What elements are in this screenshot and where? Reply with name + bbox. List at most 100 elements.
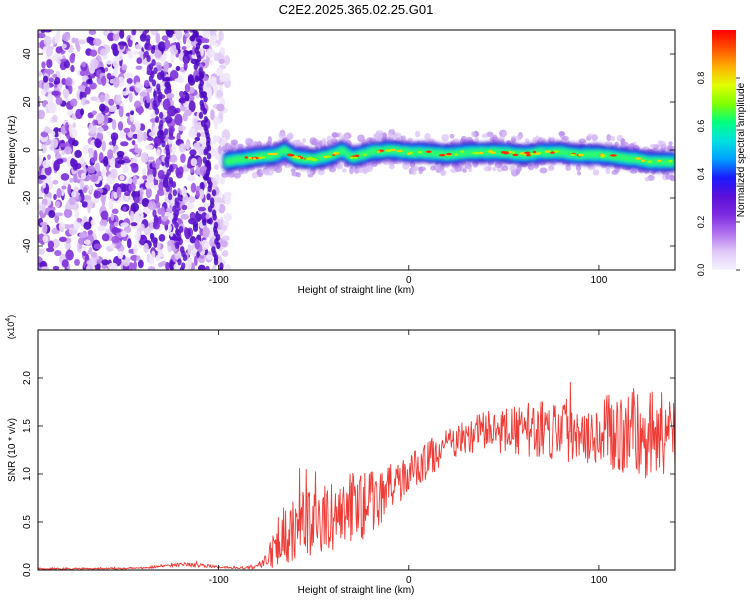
spectrogram-noise-cell <box>184 109 192 117</box>
spectrogram-noise-cell <box>43 75 49 83</box>
spectrogram-noise-cell <box>165 115 173 124</box>
spectrogram-noise-cell <box>222 72 231 82</box>
spectrogram-peak-cell <box>530 152 535 156</box>
spectrogram-noise-cell <box>168 135 176 140</box>
spectrogram-halo-cell <box>514 135 522 141</box>
spectrogram-peak-cell <box>350 156 354 159</box>
spectrogram-halo-cell <box>550 136 555 143</box>
spectrogram-halo-cell <box>290 168 296 173</box>
spectrogram-noise-cell <box>218 58 225 64</box>
spectrogram-noise-cell <box>41 266 50 270</box>
spectrogram-halo-cell <box>236 143 244 149</box>
spectrogram-streak-cell <box>208 217 213 225</box>
spectrogram-noise-cell <box>46 247 55 253</box>
spectrogram-halo-cell <box>233 172 241 179</box>
spectrogram-peak-cell <box>519 152 525 155</box>
spectrogram-noise-cell <box>164 39 171 50</box>
spectrogram-noise-cell <box>99 94 106 103</box>
spectrogram-noise-cell <box>101 259 109 266</box>
spectrogram-noise-cell <box>147 201 156 211</box>
spectrogram-noise-cell <box>72 159 79 171</box>
spectrogram-halo-cell <box>441 134 449 142</box>
spectrogram-noise-cell <box>152 166 157 178</box>
spectrogram-halo-cell <box>402 162 410 170</box>
spectrogram-noise-cell <box>219 176 226 185</box>
spectrogram-noise-cell <box>214 202 220 211</box>
spectrogram-halo-cell <box>266 167 275 176</box>
spectrogram-noise-cell <box>122 259 131 267</box>
spectrogram-halo-cell <box>291 171 300 177</box>
spectrogram-halo-cell <box>491 134 498 141</box>
spectrogram-noise-cell <box>130 110 135 116</box>
spectrogram-noise-cell <box>98 175 103 181</box>
spectrogram-noise-cell <box>161 35 169 41</box>
spectrogram-streak-cell <box>158 111 164 119</box>
spectrogram-noise-cell <box>175 65 181 72</box>
spectrogram-noise-cell <box>225 264 232 270</box>
spectrogram-peak-cell <box>508 150 512 154</box>
spectrogram-noise-cell <box>125 195 134 202</box>
spectrogram-noise-cell <box>152 221 160 230</box>
spectrogram-noise-cell <box>149 221 154 231</box>
spectrogram-noise-cell <box>166 30 175 38</box>
spectrogram-streak-cell <box>146 54 151 62</box>
spectrogram-noise-cell <box>219 216 224 229</box>
spectrogram-noise-cell <box>165 261 170 270</box>
spectrogram-halo-cell <box>576 171 582 176</box>
spectrogram-noise-cell <box>141 197 150 207</box>
snr-panel: -100 0 100 0.0 0.5 1.0 1.5 2.0 Height of strai… <box>5 315 676 596</box>
spectrogram-halo-cell <box>668 141 673 146</box>
spectrogram-streak-cell <box>202 156 207 164</box>
spectrogram-noise-cell <box>56 158 64 165</box>
spectrogram-halo-cell <box>278 132 287 139</box>
spectrogram-noise-cell <box>167 223 172 233</box>
spectrogram-noise-cell <box>86 78 93 85</box>
spectrogram-noise-cell <box>110 168 118 179</box>
spectrogram-streak-cell <box>151 79 157 87</box>
spectrogram-noise-cell <box>108 98 115 106</box>
spectrogram-noise-cell <box>90 251 98 258</box>
spectrogram-noise-cell <box>81 201 88 208</box>
spectrogram-noise-cell <box>79 179 85 189</box>
spectrogram-noise-cell <box>145 187 152 199</box>
spectrogram-peak-cell <box>454 153 458 156</box>
spectrogram-streak-cell <box>198 111 204 119</box>
snr-y-tick-label: 0.5 <box>22 515 33 529</box>
spectrogram-noise-cell <box>220 240 228 248</box>
spectrogram-noise-cell <box>143 227 152 236</box>
spectrogram-streak-cell <box>207 185 212 193</box>
spectrogram-halo-cell <box>286 133 294 140</box>
spectrogram-noise-cell <box>38 154 43 166</box>
spectrogram-streak-cell <box>179 266 185 270</box>
spectrogram-peak-cell <box>244 156 249 159</box>
snr-y-tick-label: 0.0 <box>22 563 33 577</box>
spectrogram-halo-cell <box>430 165 437 171</box>
spectrogram-streak-cell <box>154 115 160 123</box>
spectrogram-noise-cell <box>77 85 86 91</box>
spectrogram-halo-cell <box>665 172 670 181</box>
figure-title: C2E2.2025.365.02.25.G01 <box>279 2 434 17</box>
spectrogram-noise-cell <box>112 76 120 88</box>
spectrogram-noise-cell <box>139 123 146 131</box>
spectrogram-streak-cell <box>199 91 204 99</box>
spectrogram-noise-cell <box>128 92 133 103</box>
spectrogram-noise-cell <box>131 140 136 146</box>
spectrogram-noise-cell <box>50 130 56 137</box>
spectrogram-noise-cell <box>218 30 224 42</box>
spectrogram-noise-cell <box>72 122 77 129</box>
spectrogram-noise-cell <box>146 136 154 142</box>
spectrogram-halo-cell <box>245 138 251 144</box>
spectrogram-noise-cell <box>212 134 217 145</box>
spectrogram-noise-cell <box>136 131 145 142</box>
spectrogram-noise-cell <box>164 86 172 95</box>
spectrogram-x-tick-label: 0 <box>406 275 412 286</box>
spectrogram-noise-cell <box>174 113 183 126</box>
spectrogram-peak-cell <box>446 152 452 156</box>
spectrogram-halo-cell <box>527 164 535 171</box>
spectrogram-streak-cell <box>194 30 199 38</box>
spectrogram-noise-cell <box>73 173 78 184</box>
spectrogram-halo-cell <box>558 131 565 137</box>
spectrogram-peak-cell <box>577 153 585 157</box>
spectrogram-noise-cell <box>131 157 138 164</box>
